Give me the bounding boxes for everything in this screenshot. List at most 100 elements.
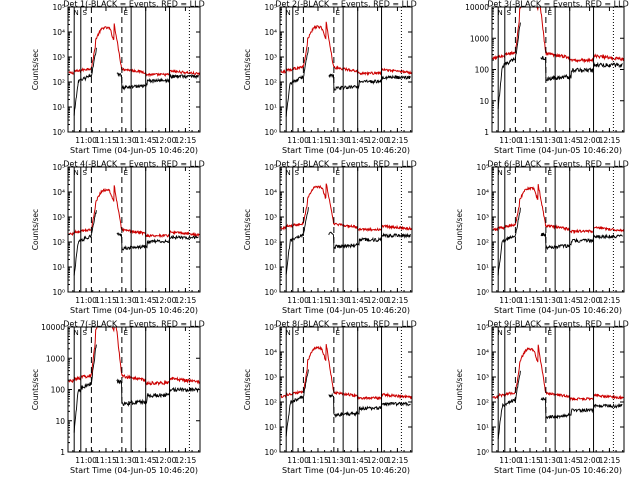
y-axis-label: Counts/sec [455,369,464,410]
x-axis-label: Start Time (04-Jun-05 10:46:20) [70,466,198,475]
y-tick-label: 10⁴ [476,188,489,197]
events-series-line [497,370,623,440]
y-tick-label: 10⁰ [52,288,65,297]
segment-label: N [74,169,79,177]
y-tick-label: 1000 [470,34,489,43]
y-tick-label: 10¹ [52,263,65,272]
y-tick-label: 10³ [52,213,65,222]
y-tick-label: 10³ [264,373,277,382]
x-tick-label: 12:00 [367,456,389,465]
events-series-line [497,207,623,276]
panel-title: Det 3(-BLACK = Events, RED = LLD [487,0,628,9]
panel-title: Det 5(-BLACK = Events, RED = LLD [275,160,416,169]
segment-label: S [507,329,512,337]
x-tick-label: 12:15 [387,296,409,305]
y-tick-label: 10⁴ [264,28,277,37]
y-tick-label: 10³ [264,53,277,62]
lld-series-line [492,344,624,402]
x-tick-label: 11:30 [539,296,561,305]
events-series-line [73,344,199,433]
y-axis-label: Counts/sec [31,209,40,250]
x-tick-label: 11:45 [135,456,157,465]
y-tick-label: 10² [52,78,65,87]
y-tick-label: 10⁴ [476,348,489,357]
x-tick-label: 11:45 [347,296,369,305]
y-tick-label: 10⁰ [52,128,65,137]
x-axis-label: Start Time (04-Jun-05 10:46:20) [282,306,410,315]
x-tick-label: 11:00 [75,456,97,465]
x-tick-label: 12:15 [599,136,621,145]
x-tick-label: 11:45 [347,456,369,465]
y-tick-label: 100 [51,386,66,395]
y-tick-label: 10² [264,238,277,247]
y-tick-label: 10² [264,398,277,407]
x-tick-label: 11:15 [519,456,541,465]
lld-series-line [280,183,412,233]
x-tick-label: 12:15 [387,136,409,145]
events-series-line [285,369,411,437]
x-tick-label: 12:00 [367,296,389,305]
x-tick-label: 11:00 [499,136,521,145]
events-series-line [285,47,411,117]
segment-label: E [124,9,128,17]
y-tick-label: 10² [264,78,277,87]
x-tick-label: 12:00 [155,456,177,465]
y-tick-label: 10⁰ [476,288,489,297]
segment-label: S [507,169,512,177]
x-tick-label: 12:15 [599,296,621,305]
segment-label: E [336,9,340,17]
x-axis-label: Start Time (04-Jun-05 10:46:20) [282,466,410,475]
plot-frame [491,166,625,293]
x-axis-label: Start Time (04-Jun-05 10:46:20) [70,146,198,155]
events-series-line [285,207,411,275]
y-tick-label: 10⁴ [264,348,277,357]
y-tick-label: 100 [475,66,490,75]
lld-series-line [492,7,624,64]
segment-label: E [548,9,552,17]
panel-title: Det 2(-BLACK = Events, RED = LLD [275,0,416,9]
y-tick-label: 10⁴ [264,188,277,197]
y-tick-label: 10 [55,417,65,426]
panel-title: Det 9(-BLACK = Events, RED = LLD [487,320,628,329]
x-axis-label: Start Time (04-Jun-05 10:46:20) [70,306,198,315]
segment-label: E [124,169,128,177]
events-series-line [73,210,199,276]
y-tick-label: 1 [484,128,489,137]
y-tick-label: 10000 [41,323,65,332]
x-tick-label: 11:45 [347,136,369,145]
x-tick-label: 11:30 [115,456,137,465]
lld-series-line [68,23,200,78]
y-tick-label: 10³ [264,213,277,222]
x-tick-label: 11:30 [115,296,137,305]
segment-label: S [507,9,512,17]
y-tick-label: 10¹ [476,423,489,432]
x-tick-label: 11:30 [327,136,349,145]
lld-series-line [280,344,412,401]
x-tick-label: 11:45 [559,136,581,145]
x-tick-label: 12:00 [579,296,601,305]
events-series-line [497,22,623,110]
x-tick-label: 11:00 [287,456,309,465]
segment-label: N [498,329,503,337]
x-tick-label: 11:30 [115,136,137,145]
panel-title: Det 4(-BLACK = Events, RED = LLD [63,160,204,169]
x-axis-label: Start Time (04-Jun-05 10:46:20) [282,146,410,155]
y-tick-label: 10² [52,238,65,247]
segment-label: N [498,169,503,177]
y-tick-label: 10⁴ [52,28,65,37]
y-axis-label: Counts/sec [31,369,40,410]
plot-frame [279,6,413,133]
x-tick-label: 11:00 [499,456,521,465]
x-tick-label: 11:45 [135,296,157,305]
y-tick-label: 10¹ [264,263,277,272]
x-tick-label: 11:15 [307,296,329,305]
x-tick-label: 11:15 [519,136,541,145]
x-tick-label: 11:45 [559,296,581,305]
segment-label: S [83,169,88,177]
x-tick-label: 11:15 [307,456,329,465]
